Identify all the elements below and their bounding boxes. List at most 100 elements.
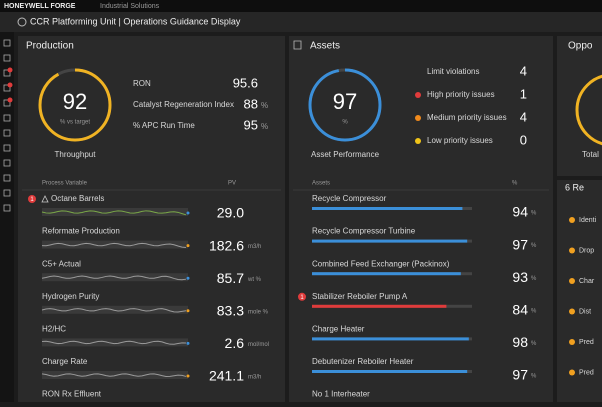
sparkline-end xyxy=(186,309,190,313)
asset-value: 98 xyxy=(512,334,528,350)
sidebar-icons xyxy=(3,39,13,212)
alert-count: 1 xyxy=(30,197,34,203)
summary-label: Low priority issues xyxy=(427,136,493,145)
summary-value: 0 xyxy=(520,132,527,147)
asset-name: Recycle Compressor Turbine xyxy=(312,227,416,236)
opportunities-panel xyxy=(557,36,602,176)
brand: HONEYWELL FORGE xyxy=(4,3,76,10)
panel-title: 6 Re xyxy=(565,182,584,192)
gauge-label: Total xyxy=(582,150,599,159)
summary-value: 1 xyxy=(520,86,527,101)
page-title: CCR Platforming Unit | Operations Guidan… xyxy=(30,16,241,26)
item-title[interactable]: Drop xyxy=(579,247,594,254)
metric-unit: % xyxy=(261,101,268,110)
nav-icon[interactable] xyxy=(3,114,11,122)
asset-name: Debutenizer Reboiler Heater xyxy=(312,357,414,366)
summary-value: 4 xyxy=(520,63,527,78)
asset-unit: % xyxy=(531,243,537,249)
nav-icon[interactable] xyxy=(3,69,11,77)
item-title[interactable]: Pred xyxy=(579,339,594,346)
process-value: 29.0 xyxy=(217,205,244,221)
nav-icon[interactable] xyxy=(3,39,11,47)
sparkline-end xyxy=(186,244,190,248)
gauge-caption: % vs target xyxy=(60,120,90,126)
process-value: 182.6 xyxy=(209,237,244,253)
summary-value: 4 xyxy=(520,109,527,124)
item-icon[interactable] xyxy=(569,217,575,223)
nav-icon[interactable] xyxy=(3,54,11,62)
nav-badge xyxy=(7,82,13,88)
column-header: Process Variable xyxy=(42,181,88,187)
summary-label: Limit violations xyxy=(427,67,479,76)
asset-unit: % xyxy=(531,308,537,314)
metric-value: 95 xyxy=(244,117,258,132)
item-title[interactable]: Pred xyxy=(579,369,594,376)
asset-name: Combined Feed Exchanger (Packinox) xyxy=(312,259,450,268)
process-name: RON Rx Effluent xyxy=(42,390,102,399)
metric-unit: % xyxy=(261,122,268,131)
column-header: PV xyxy=(228,181,236,187)
sparkline xyxy=(41,340,187,345)
process-value: 85.7 xyxy=(217,270,244,286)
content: Production 92 % vs target Throughput RON 95.6… xyxy=(22,40,602,399)
gauge-caption: % xyxy=(342,120,348,126)
item-title[interactable]: Identi xyxy=(579,217,597,224)
metric-name: % APC Run Time xyxy=(133,121,195,130)
nav-icon[interactable] xyxy=(3,189,11,197)
item-title[interactable]: Char xyxy=(579,278,595,285)
nav-icon[interactable] xyxy=(3,84,11,92)
asset-value: 97 xyxy=(512,367,528,383)
nav-icon[interactable] xyxy=(3,129,11,137)
gauge-arc xyxy=(38,68,112,142)
item-icon[interactable] xyxy=(569,339,575,345)
health-bar xyxy=(312,337,469,341)
item-icon[interactable] xyxy=(569,369,575,376)
panel-title: Production xyxy=(26,41,74,52)
sparkline-end xyxy=(186,276,190,280)
process-unit: m3/h xyxy=(248,375,261,381)
panel-title: Assets xyxy=(310,41,340,52)
health-bar xyxy=(312,272,461,276)
asset-value: 93 xyxy=(512,269,528,285)
health-bar xyxy=(312,239,468,243)
gauge-label: Throughput xyxy=(55,150,97,159)
asset-unit: % xyxy=(531,374,537,380)
nav-icon[interactable] xyxy=(3,204,11,212)
opportunity-gauge xyxy=(575,74,602,146)
sparkline-band xyxy=(42,305,188,314)
sparkline-end xyxy=(186,374,190,378)
nav-badge xyxy=(7,97,13,103)
process-name: Octane Barrels xyxy=(51,194,104,203)
product: Industrial Solutions xyxy=(100,3,160,10)
item-title[interactable]: Dist xyxy=(579,308,591,315)
metric-name: RON xyxy=(133,79,151,88)
nav-badge xyxy=(7,67,13,73)
health-bar xyxy=(312,304,447,308)
sparkline-band xyxy=(42,371,188,379)
nav-icon[interactable] xyxy=(3,99,11,107)
item-icon[interactable] xyxy=(569,278,575,284)
title-bar xyxy=(0,12,602,32)
assets-panel xyxy=(289,36,553,402)
recommendations-panel xyxy=(557,180,602,402)
column-header: Assets xyxy=(312,181,330,187)
gauge-arc xyxy=(308,68,382,142)
health-bar xyxy=(312,207,463,210)
top-bar xyxy=(0,0,602,12)
process-name: Charge Rate xyxy=(42,357,88,366)
nav-icon[interactable] xyxy=(3,174,11,182)
summary-label: Medium priority issues xyxy=(427,113,507,122)
sparkline xyxy=(41,275,187,281)
priority-dot xyxy=(415,115,421,121)
unit-icon[interactable] xyxy=(17,17,27,27)
sparkline-band xyxy=(42,208,188,216)
nav-icon[interactable] xyxy=(3,159,11,167)
sparkline-band xyxy=(42,338,188,347)
asset-value: 84 xyxy=(512,302,528,318)
production-panel xyxy=(18,36,285,402)
process-unit: wt % xyxy=(247,277,262,283)
item-icon[interactable] xyxy=(569,247,575,254)
item-icon[interactable] xyxy=(569,308,575,315)
nav-icon[interactable] xyxy=(3,144,11,152)
